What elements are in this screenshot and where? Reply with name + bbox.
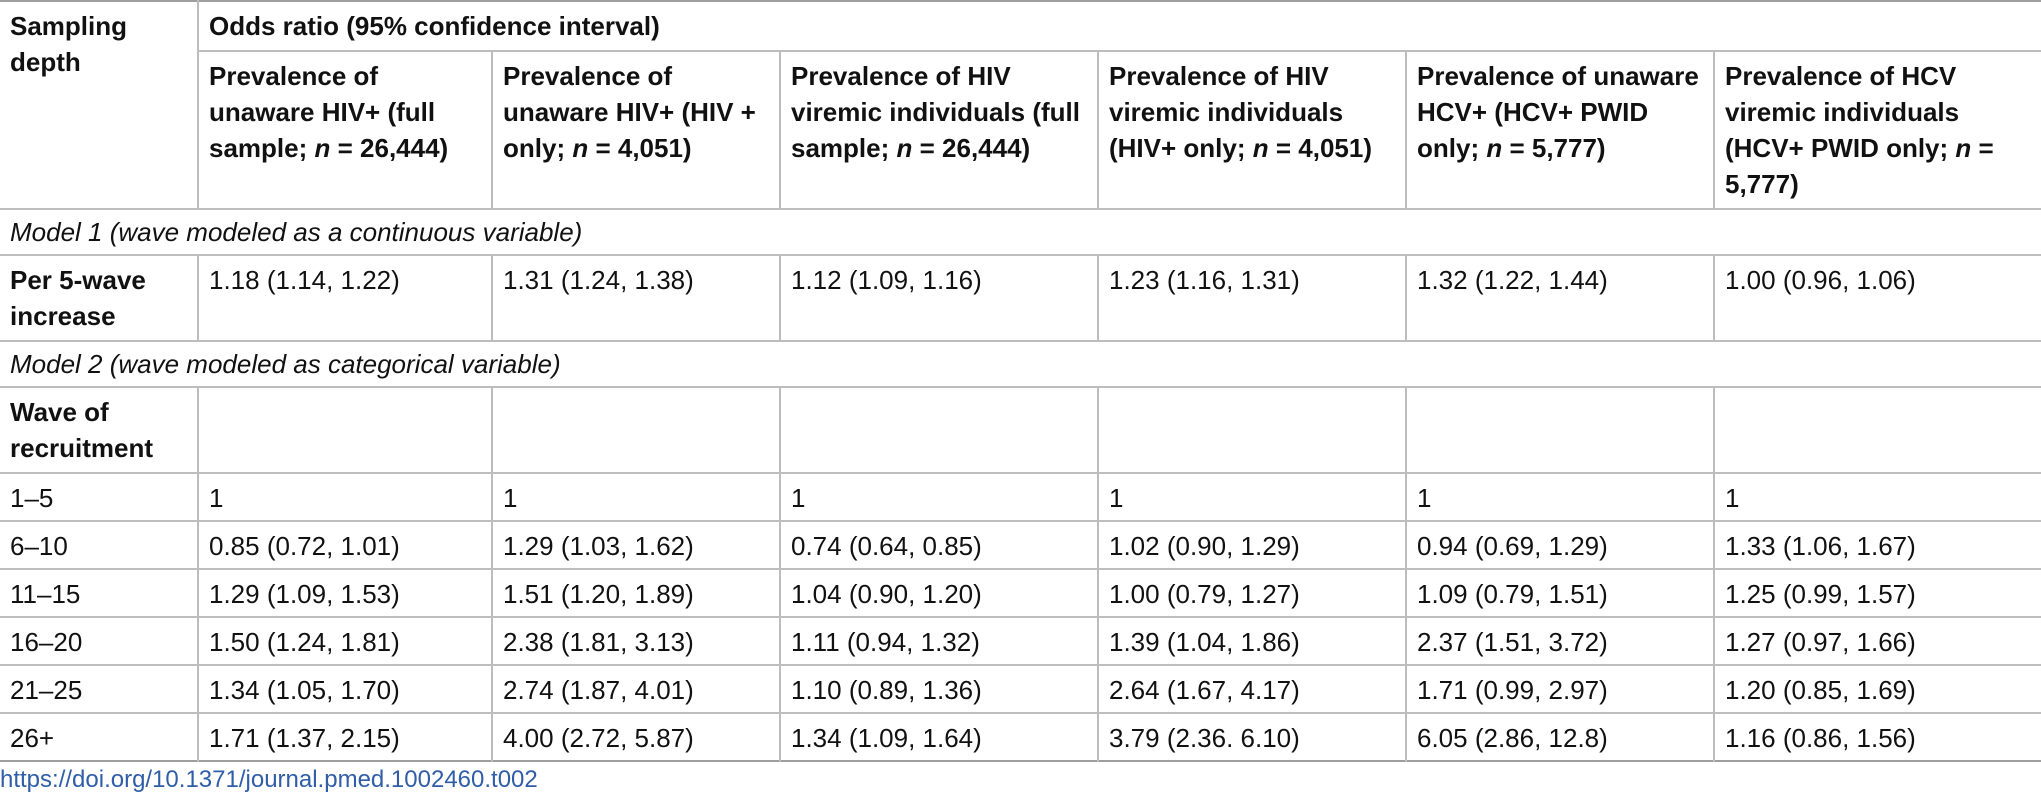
table-cell: 1.00 (0.79, 1.27)	[1097, 569, 1406, 617]
row-label: 11–15	[10, 579, 81, 609]
table-cell: 1.20 (0.85, 1.69)	[1712, 665, 2041, 713]
model-2-section-label: Model 2 (wave modeled as categorical var…	[10, 349, 561, 379]
doi-footer: https://doi.org/10.1371/journal.pmed.100…	[0, 762, 2041, 794]
table-cell: 1.25 (0.99, 1.57)	[1712, 569, 2041, 617]
doi-link[interactable]: https://doi.org/10.1371/journal.pmed.100…	[0, 766, 538, 793]
table-row: 26+ 1.71 (1.37, 2.15) 4.00 (2.72, 5.87) …	[0, 713, 2041, 761]
row-label: Per 5-wave increase	[10, 265, 146, 331]
table-row: 6–10 0.85 (0.72, 1.01) 1.29 (1.03, 1.62)…	[0, 521, 2041, 569]
table-cell: 0.94 (0.69, 1.29)	[1405, 521, 1714, 569]
table-cell: 1.27 (0.97, 1.66)	[1712, 617, 2041, 665]
table-cell: 1.00 (0.96, 1.06)	[1712, 255, 2041, 341]
model-1-section-label: Model 1 (wave modeled as a continuous va…	[10, 217, 583, 247]
column-header-4: Prevalence of HIV viremic individuals (H…	[1097, 51, 1406, 209]
table-cell: 1.71 (0.99, 2.97)	[1405, 665, 1714, 713]
table-cell: 1.18 (1.14, 1.22)	[197, 255, 492, 341]
table-row: 1–5 1 1 1 1 1 1	[0, 473, 2041, 521]
table-cell: 1	[197, 473, 492, 521]
table-cell: 1.16 (0.86, 1.56)	[1712, 713, 2041, 761]
row-label: 1–5	[10, 483, 54, 513]
table-cell: 1.39 (1.04, 1.86)	[1097, 617, 1406, 665]
table-cell: 1	[491, 473, 780, 521]
table-cell: 1.31 (1.24, 1.38)	[491, 255, 780, 341]
table-row: 16–20 1.50 (1.24, 1.81) 2.38 (1.81, 3.13…	[0, 617, 2041, 665]
table-cell: 1.34 (1.09, 1.64)	[779, 713, 1098, 761]
table-cell	[197, 387, 492, 473]
table-cell	[1712, 387, 2041, 473]
table-cell: 2.38 (1.81, 3.13)	[491, 617, 780, 665]
table-cell: 1.10 (0.89, 1.36)	[779, 665, 1098, 713]
column-header-3: Prevalence of HIV viremic individuals (f…	[779, 51, 1098, 209]
table-cell: 1.32 (1.22, 1.44)	[1405, 255, 1714, 341]
table-cell: 1.51 (1.20, 1.89)	[491, 569, 780, 617]
table-cell: 1	[1712, 473, 2041, 521]
table-cell: 1.29 (1.03, 1.62)	[491, 521, 780, 569]
table-cell: 0.74 (0.64, 0.85)	[779, 521, 1098, 569]
table-row: Per 5-wave increase 1.18 (1.14, 1.22) 1.…	[0, 255, 2041, 341]
table-cell: 1.33 (1.06, 1.67)	[1712, 521, 2041, 569]
row-label: 6–10	[10, 531, 68, 561]
odds-ratio-header: Odds ratio (95% confidence interval)	[196, 1, 2041, 51]
table-cell: 1.02 (0.90, 1.29)	[1097, 521, 1406, 569]
table-cell: 1	[1097, 473, 1406, 521]
column-header-6: Prevalence of HCV viremic individuals (H…	[1712, 51, 2041, 209]
table-row: 11–15 1.29 (1.09, 1.53) 1.51 (1.20, 1.89…	[0, 569, 2041, 617]
column-header-1: Prevalence of unaware HIV+ (full sample;…	[197, 51, 492, 209]
table-row: 21–25 1.34 (1.05, 1.70) 2.74 (1.87, 4.01…	[0, 665, 2041, 713]
row-label: 21–25	[10, 675, 83, 705]
table-cell: 1.11 (0.94, 1.32)	[779, 617, 1098, 665]
table-cell: 6.05 (2.86, 12.8)	[1405, 713, 1714, 761]
table-cell: 1.04 (0.90, 1.20)	[779, 569, 1098, 617]
row-label: 26+	[10, 723, 55, 753]
table-cell: 1.23 (1.16, 1.31)	[1097, 255, 1406, 341]
table-cell	[779, 387, 1098, 473]
table-cell: 2.37 (1.51, 3.72)	[1405, 617, 1714, 665]
sampling-depth-header: Sampling depth	[10, 11, 128, 77]
row-label: Wave of recruitment	[10, 397, 154, 463]
table-cell: 1.50 (1.24, 1.81)	[197, 617, 492, 665]
table-cell: 1.71 (1.37, 2.15)	[197, 713, 492, 761]
table-cell: 3.79 (2.36. 6.10)	[1097, 713, 1406, 761]
row-label: 16–20	[10, 627, 83, 657]
column-header-5: Prevalence of unaware HCV+ (HCV+ PWID on…	[1405, 51, 1714, 209]
table-cell	[491, 387, 780, 473]
table-cell: 1.34 (1.05, 1.70)	[197, 665, 492, 713]
table-cell: 1.09 (0.79, 1.51)	[1405, 569, 1714, 617]
table-cell: 2.74 (1.87, 4.01)	[491, 665, 780, 713]
odds-ratio-table: Sampling depth Odds ratio (95% confidenc…	[0, 1, 2041, 761]
table-cell	[1405, 387, 1714, 473]
table-row: Wave of recruitment	[0, 387, 2041, 473]
table-cell: 4.00 (2.72, 5.87)	[491, 713, 780, 761]
table-cell: 2.64 (1.67, 4.17)	[1097, 665, 1406, 713]
column-header-2: Prevalence of unaware HIV+ (HIV + only; …	[491, 51, 780, 209]
table-cell: 0.85 (0.72, 1.01)	[197, 521, 492, 569]
table-cell	[1097, 387, 1406, 473]
table-cell: 1.29 (1.09, 1.53)	[197, 569, 492, 617]
table-cell: 1	[779, 473, 1098, 521]
table-cell: 1	[1405, 473, 1714, 521]
table-cell: 1.12 (1.09, 1.16)	[779, 255, 1098, 341]
